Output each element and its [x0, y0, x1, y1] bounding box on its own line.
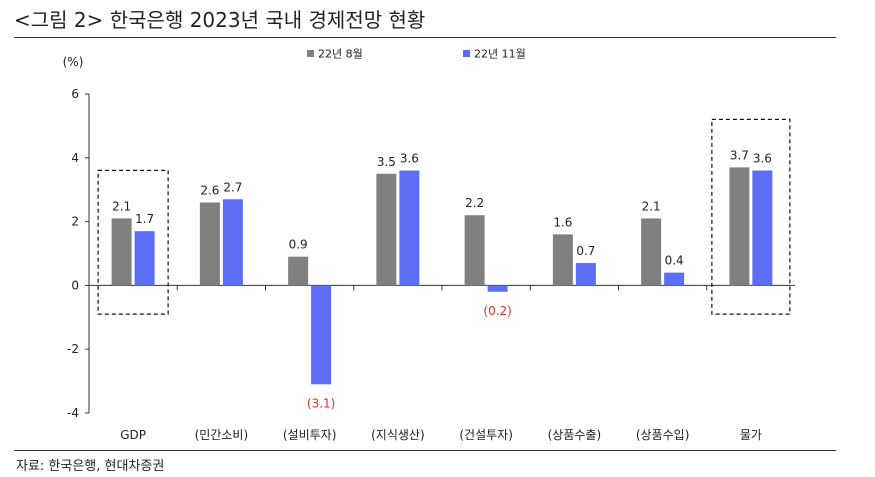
data-label: 3.6 [753, 152, 772, 166]
y-tick-label: -4 [67, 406, 79, 420]
source-note: 자료: 한국은행, 현대차증권 [16, 459, 165, 474]
category-label: GDP [120, 428, 146, 442]
data-label: 3.7 [730, 148, 749, 162]
data-label: 3.5 [377, 155, 396, 169]
chart-axes: -4 -2 0 2 4 6 [67, 87, 795, 420]
y-tick-label: -2 [67, 342, 79, 356]
data-label: 3.6 [400, 152, 419, 166]
legend-swatch [307, 50, 314, 57]
chart-legend: 22년 8월 22년 11월 [307, 48, 526, 61]
category-label: (설비투자) [283, 428, 337, 442]
bar [552, 234, 573, 286]
title-divider [14, 37, 836, 38]
bar [487, 285, 508, 292]
page-title: <그림 2> 한국은행 2023년 국내 경제전망 현황 [14, 8, 426, 32]
x-tick-labels: GDP (민간소비) (설비투자) (지식생산) (건설투자) (상품수출) (상품수입) 물… [120, 428, 762, 442]
bar [199, 202, 220, 286]
y-tick-label: 2 [71, 215, 79, 229]
bar [111, 218, 132, 286]
data-label: (3.1) [307, 396, 335, 410]
y-tick-label: 0 [71, 278, 79, 292]
legend-label: 22년 11월 [474, 48, 526, 61]
category-label: 물가 [740, 428, 762, 442]
category-label: (상품수출) [548, 428, 602, 442]
bar [464, 215, 485, 286]
bar [575, 263, 596, 286]
data-label: 2.2 [465, 196, 484, 210]
bar [664, 272, 685, 286]
data-label: 2.1 [112, 199, 131, 213]
bar [311, 285, 332, 385]
highlight-box [711, 118, 791, 315]
bar [222, 199, 243, 286]
bar [288, 256, 309, 286]
data-label: 2.7 [223, 180, 242, 194]
category-label: (지식생산) [371, 428, 425, 442]
legend-swatch [463, 50, 470, 57]
data-label: 1.7 [135, 212, 154, 226]
data-label: 0.4 [665, 254, 684, 268]
bar-chart: 22년 8월 22년 11월 (%) -4 -2 0 2 4 6 2.1 1.7 2.6 2.7 0… [63, 48, 795, 442]
source-divider [14, 450, 836, 451]
legend-label: 22년 8월 [318, 48, 363, 61]
y-axis-label: (%) [63, 55, 84, 69]
bar [134, 231, 155, 286]
bar [376, 173, 397, 286]
data-label: 2.1 [642, 199, 661, 213]
data-label: 0.7 [576, 244, 595, 258]
highlight-boxes [97, 118, 791, 315]
data-label: 1.6 [553, 215, 572, 229]
data-label: 0.9 [289, 238, 308, 252]
category-label: (상품수입) [636, 428, 690, 442]
data-label: 2.6 [200, 183, 219, 197]
data-label: (0.2) [483, 304, 511, 318]
bar [729, 167, 750, 286]
data-labels: 2.1 1.7 2.6 2.7 0.9 (3.1) 3.5 3.6 2.2 (0.2) 1.6 0.7… [112, 148, 772, 410]
category-label: (민간소비) [195, 428, 249, 442]
y-tick-label: 6 [71, 87, 79, 101]
y-tick-label: 4 [71, 151, 79, 165]
category-label: (건설투자) [459, 428, 513, 442]
bar [641, 218, 662, 286]
highlight-box [97, 169, 169, 315]
bar [752, 170, 773, 286]
bar [399, 170, 420, 286]
chart-bars [111, 167, 773, 385]
